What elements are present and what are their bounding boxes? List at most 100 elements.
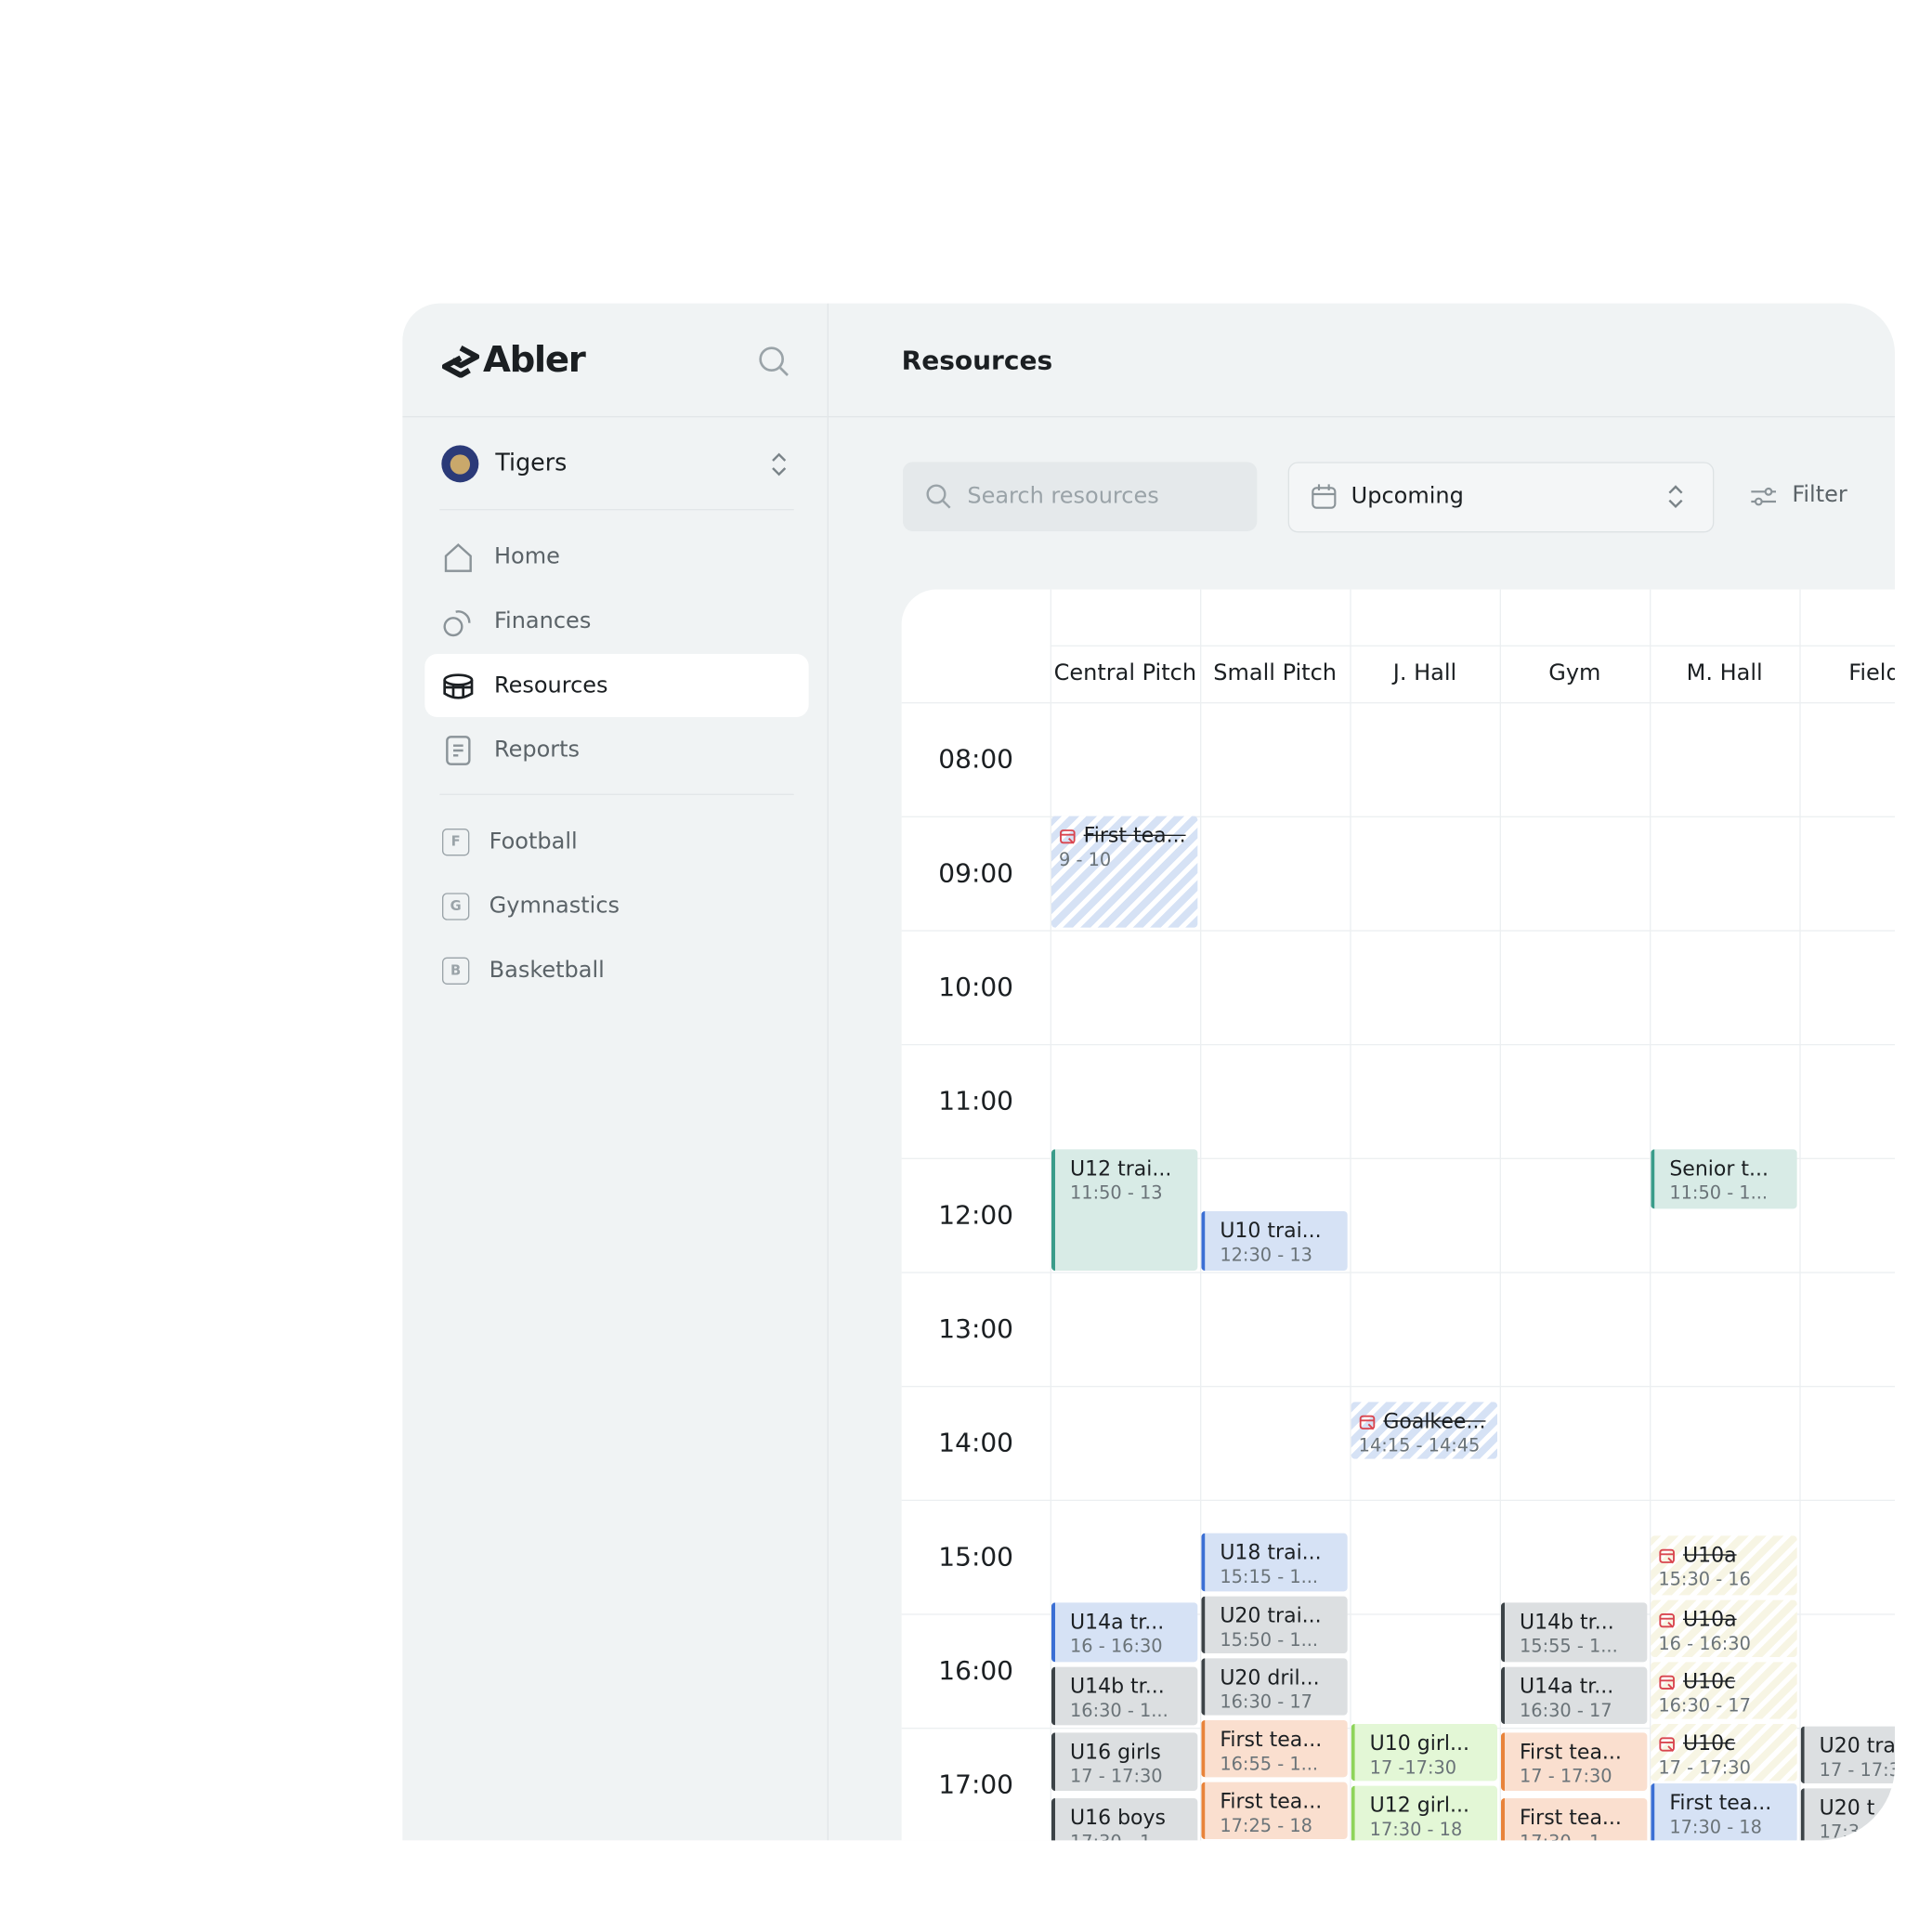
event-row: U12 girl... <box>1370 1794 1497 1817</box>
event[interactable]: U10 girl... 17 -17:30 <box>1351 1723 1497 1782</box>
nav-item[interactable]: Reports <box>424 718 808 781</box>
event-cancelled[interactable]: U10c 17 - 17:30 <box>1651 1723 1797 1782</box>
event[interactable]: U16 boys 17:30 - 1... <box>1051 1797 1198 1841</box>
search-input[interactable]: Search resources <box>902 462 1258 531</box>
event[interactable]: U20 dril... 16:30 - 17 <box>1201 1658 1348 1716</box>
event-title: U14b tr... <box>1519 1610 1614 1634</box>
event[interactable]: U20 t 17:3 <box>1800 1788 1895 1841</box>
event-row: U16 girls <box>1070 1740 1197 1763</box>
event[interactable]: First tea... 17:25 - 18 <box>1201 1782 1348 1839</box>
event[interactable]: First tea... 17 - 17:30 <box>1500 1732 1648 1791</box>
nav-item[interactable]: Finances <box>424 590 808 653</box>
event-title: Goalkee... <box>1383 1409 1486 1433</box>
event-cancelled[interactable]: U10a 16 - 16:30 <box>1651 1599 1797 1657</box>
event-title: U10c <box>1682 1730 1736 1756</box>
sport-badge: B <box>441 956 470 985</box>
event[interactable]: U12 girl... 17:30 - 18 <box>1351 1785 1497 1841</box>
search-icon <box>926 484 951 509</box>
grid-line <box>901 1157 1895 1159</box>
nav-item[interactable]: B Basketball <box>424 939 808 1002</box>
column-header: Small Pitch <box>1213 659 1338 686</box>
team-avatar <box>441 445 479 483</box>
search-placeholder: Search resources <box>967 482 1159 509</box>
event-time: 15:15 - 1... <box>1220 1567 1319 1588</box>
event-time: 11:50 - 13 <box>1069 1183 1163 1204</box>
search-icon[interactable] <box>757 345 791 379</box>
event[interactable]: U12 trai... 11:50 - 13 <box>1051 1149 1198 1271</box>
event[interactable]: U20 tra 17 - 17:3 <box>1800 1726 1895 1783</box>
event[interactable]: U14b tr... 16:30 - 1... <box>1051 1666 1198 1726</box>
event-time: 16:30 - 17 <box>1220 1692 1312 1713</box>
event-row: U18 trai... <box>1220 1541 1347 1564</box>
nav-label: Resources <box>493 672 608 698</box>
event[interactable]: First tea... 16:55 - 1... <box>1201 1719 1348 1778</box>
event-row: U14a tr... <box>1070 1610 1197 1633</box>
event-time: 17 - 17:3 <box>1819 1760 1895 1782</box>
event-title: U10 girl... <box>1369 1730 1469 1756</box>
event-row: U20 tra <box>1820 1734 1895 1757</box>
grid-line <box>901 816 1895 817</box>
event-row: U12 trai... <box>1070 1156 1197 1180</box>
event[interactable]: First tea... 17:30 - 1... <box>1500 1797 1648 1841</box>
header-divider <box>402 415 1895 418</box>
event-time: 16:30 - 1... <box>1069 1701 1168 1722</box>
filter-icon[interactable] <box>1750 483 1777 510</box>
event-row: First tea... <box>1220 1728 1347 1751</box>
event-title: U20 tra <box>1819 1733 1895 1757</box>
grid-line <box>1799 589 1801 1841</box>
nav-item-active[interactable]: Resources <box>424 653 809 717</box>
page-title: Resources <box>901 345 1053 375</box>
column-header: J. Hall <box>1392 659 1457 686</box>
event-title: First tea... <box>1220 1789 1323 1813</box>
brand: Abler <box>482 337 586 381</box>
event-title: First tea... <box>1669 1790 1772 1815</box>
event-cancelled[interactable]: U10a 15:30 - 16 <box>1651 1535 1797 1596</box>
event-cancelled[interactable]: U10c 16:30 - 17 <box>1651 1662 1797 1719</box>
period-select[interactable]: Upcoming <box>1287 462 1715 533</box>
event-time: 17:30 - 1... <box>1070 1833 1197 1840</box>
cancel-icon <box>1659 1612 1675 1627</box>
team-switch[interactable] <box>770 450 788 477</box>
event-cancelled[interactable]: Goalkee... 14:15 - 14:45 <box>1351 1402 1497 1459</box>
event[interactable]: U16 girls 17 - 17:30 <box>1051 1732 1198 1791</box>
event[interactable]: U10 trai... 12:30 - 13 <box>1201 1210 1348 1271</box>
event-cancelled[interactable]: First tea... 9 - 10 <box>1051 816 1198 928</box>
event-title: U16 girls <box>1069 1740 1161 1764</box>
filter-button[interactable]: Filter <box>1792 481 1847 508</box>
nav-label: Football <box>489 828 578 855</box>
event[interactable]: U18 trai... 15:15 - 1... <box>1201 1533 1348 1592</box>
time-label: 16:00 <box>938 1655 1014 1686</box>
cancel-icon <box>1659 1548 1675 1563</box>
team-name[interactable]: Tigers <box>495 449 568 477</box>
nav-item[interactable]: F Football <box>424 810 808 873</box>
event-title: U20 t <box>1819 1795 1875 1820</box>
sport-badge: G <box>441 892 470 920</box>
nav-label: Home <box>493 543 560 570</box>
event[interactable]: U20 trai... 15:50 - 1... <box>1201 1596 1348 1653</box>
nav-item[interactable]: Home <box>424 525 808 588</box>
finances-icon <box>443 609 471 636</box>
event[interactable]: First tea... 17:30 - 18 <box>1651 1782 1797 1841</box>
event[interactable]: Senior t... 11:50 - 1... <box>1651 1149 1797 1209</box>
event[interactable]: U14a tr... 16 - 16:30 <box>1051 1602 1198 1663</box>
time-label: 11:00 <box>938 1086 1014 1116</box>
event-time: 17:30 - 18 <box>1669 1818 1762 1838</box>
nav-item[interactable]: G Gymnastics <box>424 874 808 937</box>
event-title: U10c <box>1682 1669 1736 1693</box>
cancel-icon <box>1359 1415 1376 1429</box>
nav-label: Finances <box>493 607 592 634</box>
time-label: 17:00 <box>938 1769 1014 1800</box>
grid-line <box>901 1499 1895 1501</box>
chevrons <box>1668 485 1683 509</box>
event-title: U10a <box>1682 1543 1737 1567</box>
event-title: U14b tr... <box>1069 1674 1165 1698</box>
event[interactable]: U14b tr... 15:55 - 1... <box>1500 1602 1648 1663</box>
event[interactable]: U14a tr... 16:30 - 17 <box>1500 1666 1648 1724</box>
event-row: U10a <box>1658 1608 1796 1631</box>
nav-label: Gymnastics <box>489 893 620 920</box>
home-icon <box>444 542 472 572</box>
time-label: 12:00 <box>938 1199 1014 1230</box>
event-row: U14b tr... <box>1070 1675 1197 1698</box>
event-time: 12:30 - 13 <box>1220 1246 1312 1266</box>
event-title: U14a tr... <box>1069 1610 1165 1634</box>
